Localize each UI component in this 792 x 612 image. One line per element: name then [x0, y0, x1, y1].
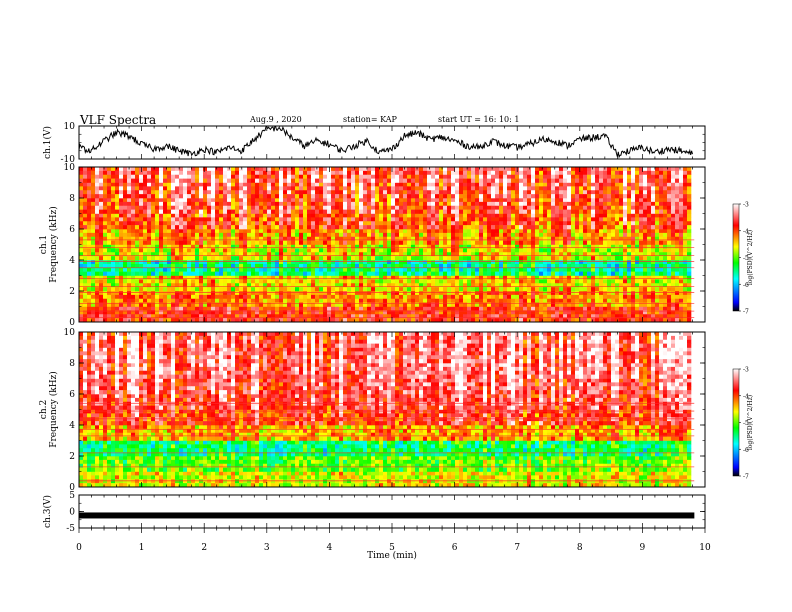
ch1-spectrogram-ytick-label: 10: [64, 163, 76, 173]
ch2-spectrogram-ytick-label: 8: [69, 359, 75, 369]
ch1-colorbar-tick: -4: [743, 228, 749, 235]
x-tick-label: 5: [389, 543, 395, 553]
station-label: station= KAP: [343, 115, 397, 124]
ch1-waveform-ylabel: ch.1(V): [42, 126, 53, 159]
ch1-spectrogram-ytick-label: 4: [69, 256, 75, 266]
x-tick-label: 0: [76, 543, 82, 553]
x-tick-label: 8: [577, 543, 583, 553]
ch1-spectrogram-ytick-label: 8: [69, 194, 75, 204]
x-tick-label: 9: [640, 543, 646, 553]
ch1-spectrogram-ytick-label: 2: [69, 287, 75, 297]
ch2-colorbar-tick: -6: [743, 447, 749, 454]
ch1-colorbar-tick: -3: [743, 202, 749, 209]
figure-title: VLF Spectra: [80, 113, 157, 127]
date-label: Aug.9 , 2020: [250, 115, 302, 124]
ch2-spectrogram-ytick-label: 0: [69, 483, 75, 493]
ch2-spectrogram-ytick-label: 10: [64, 328, 76, 338]
ch2-colorbar-label: log(PSD)(V^2/Hz): [747, 395, 754, 450]
x-tick-label: 6: [452, 543, 458, 553]
ch1-colorbar: [732, 203, 740, 312]
ch3-waveform-ytick-label: 5: [69, 491, 75, 501]
ch1-spectrogram-ylabel-channel: ch.1: [39, 235, 49, 254]
ch3-waveform-ytick-label: -5: [66, 524, 75, 534]
ch2-spectrogram-ytick-label: 2: [69, 452, 75, 462]
ch1-colorbar-tick: -6: [743, 282, 749, 289]
x-tick-label: 10: [699, 543, 711, 553]
x-tick-label: 7: [514, 543, 520, 553]
ch1-waveform-ytick-label: -10: [61, 155, 76, 165]
ch2-spectrogram-ytick-label: 6: [69, 390, 75, 400]
ch2-colorbar-tick: -7: [743, 474, 749, 481]
ch1-colorbar-tick: -7: [743, 309, 749, 316]
ch3-waveform-ytick-label: 0: [69, 508, 75, 518]
ch1-spectrogram-ylabel: Frequency (kHz): [48, 206, 59, 283]
ch3-waveform-ylabel: ch.3(V): [42, 495, 53, 528]
ch1-spectrogram-ytick-label: 0: [69, 318, 75, 328]
ch2-colorbar: [732, 368, 740, 477]
x-tick-label: 3: [264, 543, 270, 553]
ch1-waveform-ytick-label: 10: [64, 122, 76, 132]
ch1-colorbar-tick: -5: [743, 255, 749, 262]
ch1-spectrogram-ytick-label: 6: [69, 225, 75, 235]
ch2-spectrogram-ylabel-channel: ch.2: [39, 400, 49, 419]
ch1-waveform-trace: [78, 126, 693, 159]
ch1-colorbar-label: log(PSD)(V^2/Hz): [747, 230, 754, 285]
start-time-label: start UT = 16: 10: 1: [438, 115, 520, 124]
ch2-colorbar-tick: -3: [743, 367, 749, 374]
ch2-spectrogram-ytick-label: 4: [69, 421, 75, 431]
x-tick-label: 4: [327, 543, 333, 553]
ch2-colorbar-tick: -4: [743, 393, 749, 400]
x-tick-label: 1: [139, 543, 145, 553]
ch2-spectrogram-ylabel: Frequency (kHz): [48, 371, 59, 448]
ch2-colorbar-tick: -5: [743, 420, 749, 427]
x-axis-label: Time (min): [367, 550, 417, 561]
x-tick-label: 2: [201, 543, 207, 553]
ch3-waveform-trace: [79, 512, 695, 519]
